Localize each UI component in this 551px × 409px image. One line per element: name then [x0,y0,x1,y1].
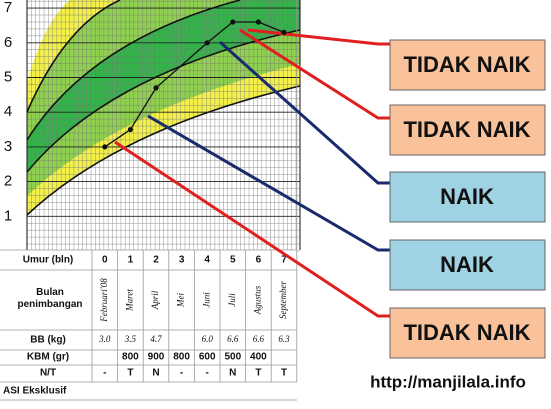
month-number: 4 [204,255,210,266]
bb-value: 3.5 [124,334,137,344]
kbm-value: 400 [250,352,267,363]
nt-value: T [281,368,287,379]
bb-value: 6.6 [227,334,239,344]
weight-line [129,87,157,130]
month-number: 7 [281,255,287,266]
bb-value: 3.0 [98,334,111,344]
y-label: 7 [4,0,12,16]
month-number: 2 [153,255,159,266]
bb-value: 6.3 [278,334,290,344]
month-name: Mei [176,293,186,308]
weight-point [153,85,159,91]
status-label: NAIK [440,184,494,209]
curve [26,0,121,113]
row-header: Umur (bln) [23,255,74,266]
status-box [389,307,546,359]
y-label: 4 [4,103,12,120]
kbm-value: 800 [173,352,190,363]
status-box [389,171,546,223]
month-name: Juni [201,292,211,308]
curve [26,85,301,216]
month-name: Agustus [252,285,262,315]
weight-point [204,40,210,46]
row-header: BB (kg) [30,335,66,346]
table: Umur (bln) Bulan penimbangan BB (kg) KBM (gr… [0,0,298,401]
nt-value: - [103,368,106,379]
weight-point [127,126,133,133]
connector [219,40,390,185]
curves [26,0,301,216]
weight-point [255,19,261,25]
nt-value: T [127,368,133,379]
month-number: 3 [179,255,185,266]
weight-line [104,129,131,148]
nt-value: T [255,368,261,379]
weight-line [155,42,208,89]
month-number: 1 [128,255,134,266]
weight-point [281,29,287,35]
connector [239,28,390,120]
month-name: Maret [124,289,134,312]
nt-value: N [229,368,236,379]
status-box [389,104,546,156]
row-header: N/T [40,368,56,379]
band-white-top [27,0,70,82]
bb-value: 4.7 [150,334,162,344]
source: http://manjilala.info [370,372,526,391]
band-light-green-top [27,0,240,140]
kbm-value: 500 [224,352,241,363]
status-label: TIDAK NAIK [403,320,530,345]
row-header: Bulan penimbangan [17,287,82,310]
month-number: 6 [256,255,262,266]
month-number: 0 [102,255,108,266]
bb-value: 6.6 [253,334,265,344]
row-header: KBM (gr) [27,352,69,363]
weight-point [230,19,236,25]
status-box [389,239,546,291]
connector [114,140,390,318]
bb-value: 6.0 [202,334,214,344]
y-label: 3 [4,138,12,155]
status-label: TIDAK NAIK [403,52,530,77]
row-header: ASI Eksklusif [3,386,67,397]
nt-value: - [180,368,183,379]
kbm-value: 900 [148,352,165,363]
weight-line [258,21,285,33]
y-label: 6 [4,34,12,51]
status-label: TIDAK NAIK [403,117,530,142]
y-label: 2 [4,173,12,190]
y-label: 5 [4,68,12,85]
weight-line [206,21,234,44]
y-label: 1 [4,207,12,224]
kbm-value: 600 [199,352,216,363]
month-name: April [150,290,160,310]
weight-point [102,144,108,150]
month-name: Februari'08 [99,278,109,323]
connectors [114,28,390,318]
status-label: NAIK [440,252,494,277]
curve [26,0,241,141]
curve [26,29,301,173]
connector [147,114,390,252]
nt-value: N [152,368,159,379]
month-name: Juli [227,293,237,307]
grid: 1 2 3 4 5 6 7 [4,0,301,252]
table-bg [0,250,297,400]
month-number: 5 [230,255,236,266]
kbm-value: 800 [122,352,139,363]
nt-value: - [206,368,209,379]
status-box [389,39,546,91]
month-name: September [278,281,288,319]
connector [247,28,390,46]
band-yellow-top [27,0,120,112]
